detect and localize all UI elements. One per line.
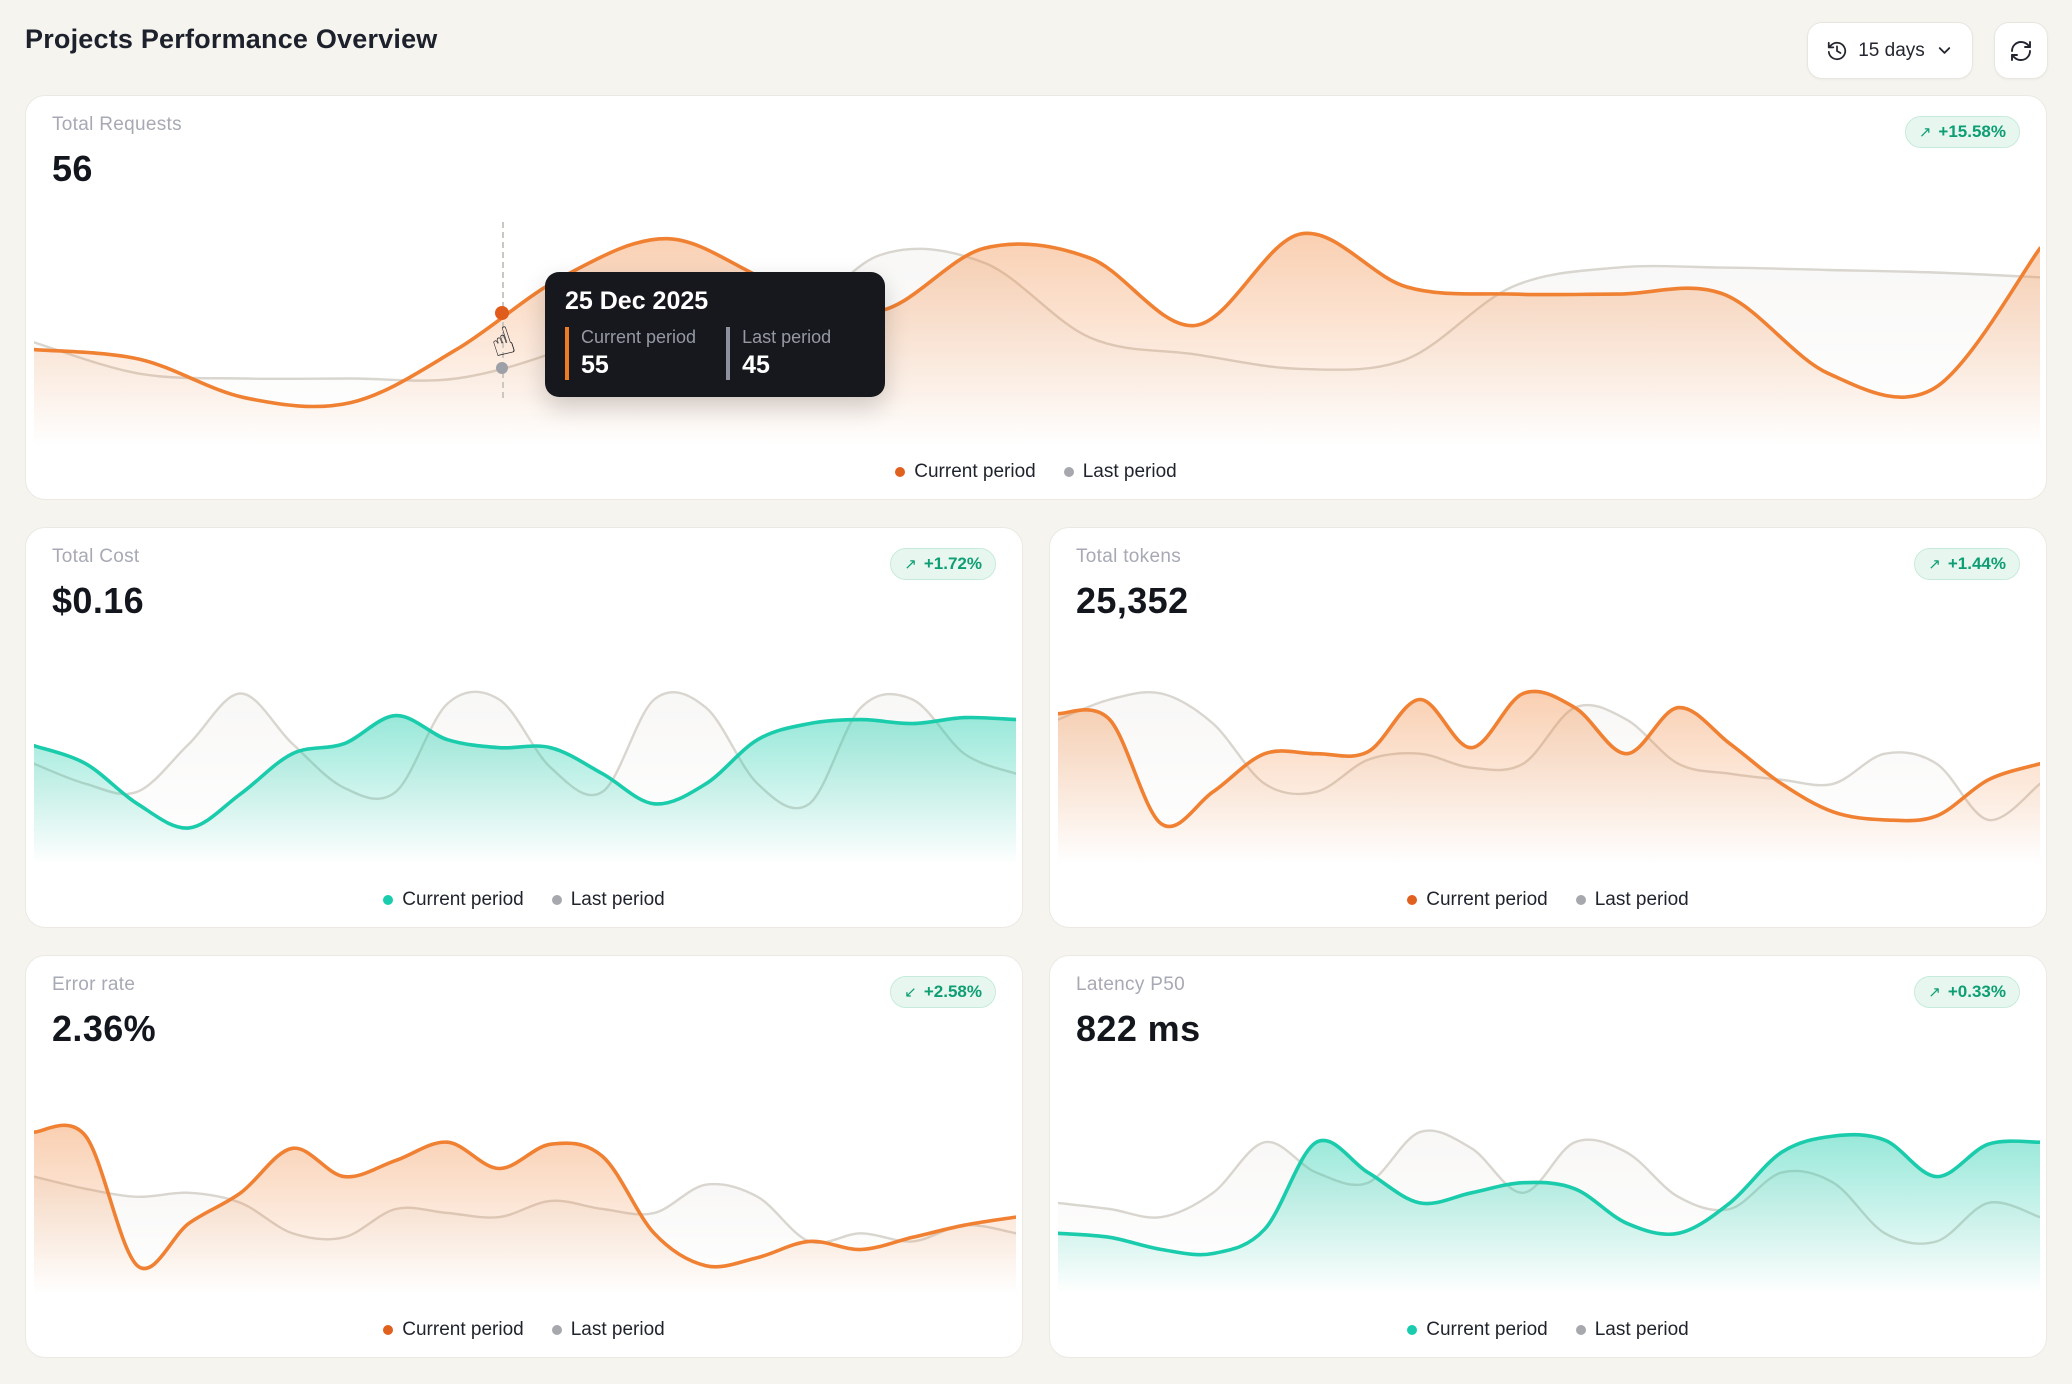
- legend-dot-last: [1063, 467, 1074, 477]
- metric-value: 25,352: [1076, 580, 1189, 621]
- tooltip-date: 25 Dec 2025: [565, 287, 709, 315]
- legend-last: Last period: [1575, 889, 1689, 911]
- trend-badge: ↙ +2.58%: [890, 976, 996, 1008]
- metric-card-total-requests: Total Requests ↗ +15.58% 56 ☝ 25 Dec 202…: [25, 95, 2047, 500]
- tooltip-current-column: Current period 55: [565, 327, 696, 380]
- chart-legend: Current period Last period: [26, 461, 2046, 483]
- trend-delta: +0.33%: [1947, 982, 2006, 1001]
- history-icon: [1828, 41, 1847, 60]
- trend-down-icon: ↙: [904, 983, 917, 1001]
- refresh-button[interactable]: [1994, 22, 2048, 79]
- legend-current: Current period: [895, 461, 1036, 483]
- chevron-down-icon: [1938, 47, 1950, 54]
- metric-value: $0.16: [52, 580, 145, 621]
- legend-last: Last period: [1575, 1319, 1689, 1341]
- legend-current: Current period: [383, 1319, 524, 1341]
- total-requests-chart[interactable]: [34, 184, 2040, 446]
- tooltip-last-column: Last period 45: [726, 327, 831, 380]
- legend-dot-current: [895, 467, 906, 477]
- trend-badge: ↗ +1.72%: [890, 548, 996, 580]
- legend-dot-last: [551, 895, 562, 905]
- trend-up-icon: ↗: [1918, 123, 1932, 141]
- trend-delta: +1.72%: [923, 554, 982, 573]
- metric-card-error-rate: Error rate ↙ +2.58% 2.36% Current period…: [25, 955, 1023, 1358]
- metric-label: Total Requests: [52, 114, 182, 135]
- trend-badge: ↗ +0.33%: [1914, 976, 2020, 1008]
- metric-label: Total Cost: [52, 546, 140, 567]
- trend-up-icon: ↗: [1928, 555, 1941, 573]
- trend-up-icon: ↗: [1928, 983, 1941, 1001]
- hover-point-last: [496, 362, 508, 374]
- legend-dot-current: [383, 1325, 394, 1335]
- metric-card-latency-p50: Latency P50 ↗ +0.33% 822 ms Current peri…: [1049, 955, 2047, 1358]
- trend-delta: +1.44%: [1947, 554, 2006, 573]
- metric-label: Error rate: [52, 974, 136, 995]
- hover-point-current: [495, 306, 509, 320]
- trend-up-icon: ↗: [904, 555, 917, 573]
- metric-label: Total tokens: [1076, 546, 1181, 567]
- metric-value: 56: [52, 148, 93, 189]
- legend-last: Last period: [551, 889, 665, 911]
- period-label: 15 days: [1858, 39, 1925, 61]
- metric-label: Latency P50: [1076, 974, 1185, 995]
- trend-badge: ↗ +1.44%: [1914, 548, 2020, 580]
- metric-card-total-cost: Total Cost ↗ +1.72% $0.16 Current period…: [25, 527, 1023, 928]
- chart-legend: Current period Last period: [1050, 1319, 2046, 1341]
- legend-last: Last period: [551, 1319, 665, 1341]
- chart-legend: Current period Last period: [26, 1319, 1022, 1341]
- metric-card-total-tokens: Total tokens ↗ +1.44% 25,352 Current per…: [1049, 527, 2047, 928]
- metric-value: 822 ms: [1076, 1008, 1201, 1049]
- legend-dot-last: [1575, 895, 1586, 905]
- legend-last: Last period: [1063, 461, 1177, 483]
- trend-delta: +15.58%: [1938, 122, 2006, 141]
- legend-dot-current: [1407, 1325, 1418, 1335]
- legend-current: Current period: [1407, 1319, 1548, 1341]
- trend-badge: ↗ +15.58%: [1904, 116, 2020, 148]
- legend-dot-current: [383, 895, 394, 905]
- chart-tooltip: 25 Dec 2025 Current period 55 Last perio…: [545, 272, 885, 397]
- chart-legend: Current period Last period: [26, 889, 1022, 911]
- chart-legend: Current period Last period: [1050, 889, 2046, 911]
- legend-dot-last: [1575, 1325, 1586, 1335]
- total-tokens-chart[interactable]: [1058, 646, 2040, 864]
- trend-delta: +2.58%: [923, 982, 982, 1001]
- legend-dot-current: [1407, 895, 1418, 905]
- legend-current: Current period: [383, 889, 524, 911]
- page-title: Projects Performance Overview: [25, 24, 438, 54]
- error-rate-chart[interactable]: [34, 1074, 1016, 1294]
- refresh-icon: [2011, 40, 2031, 61]
- period-select[interactable]: 15 days: [1807, 22, 1973, 79]
- metric-value: 2.36%: [52, 1008, 157, 1049]
- latency-p50-chart[interactable]: [1058, 1074, 2040, 1294]
- legend-current: Current period: [1407, 889, 1548, 911]
- legend-dot-last: [551, 1325, 562, 1335]
- total-cost-chart[interactable]: [34, 646, 1016, 864]
